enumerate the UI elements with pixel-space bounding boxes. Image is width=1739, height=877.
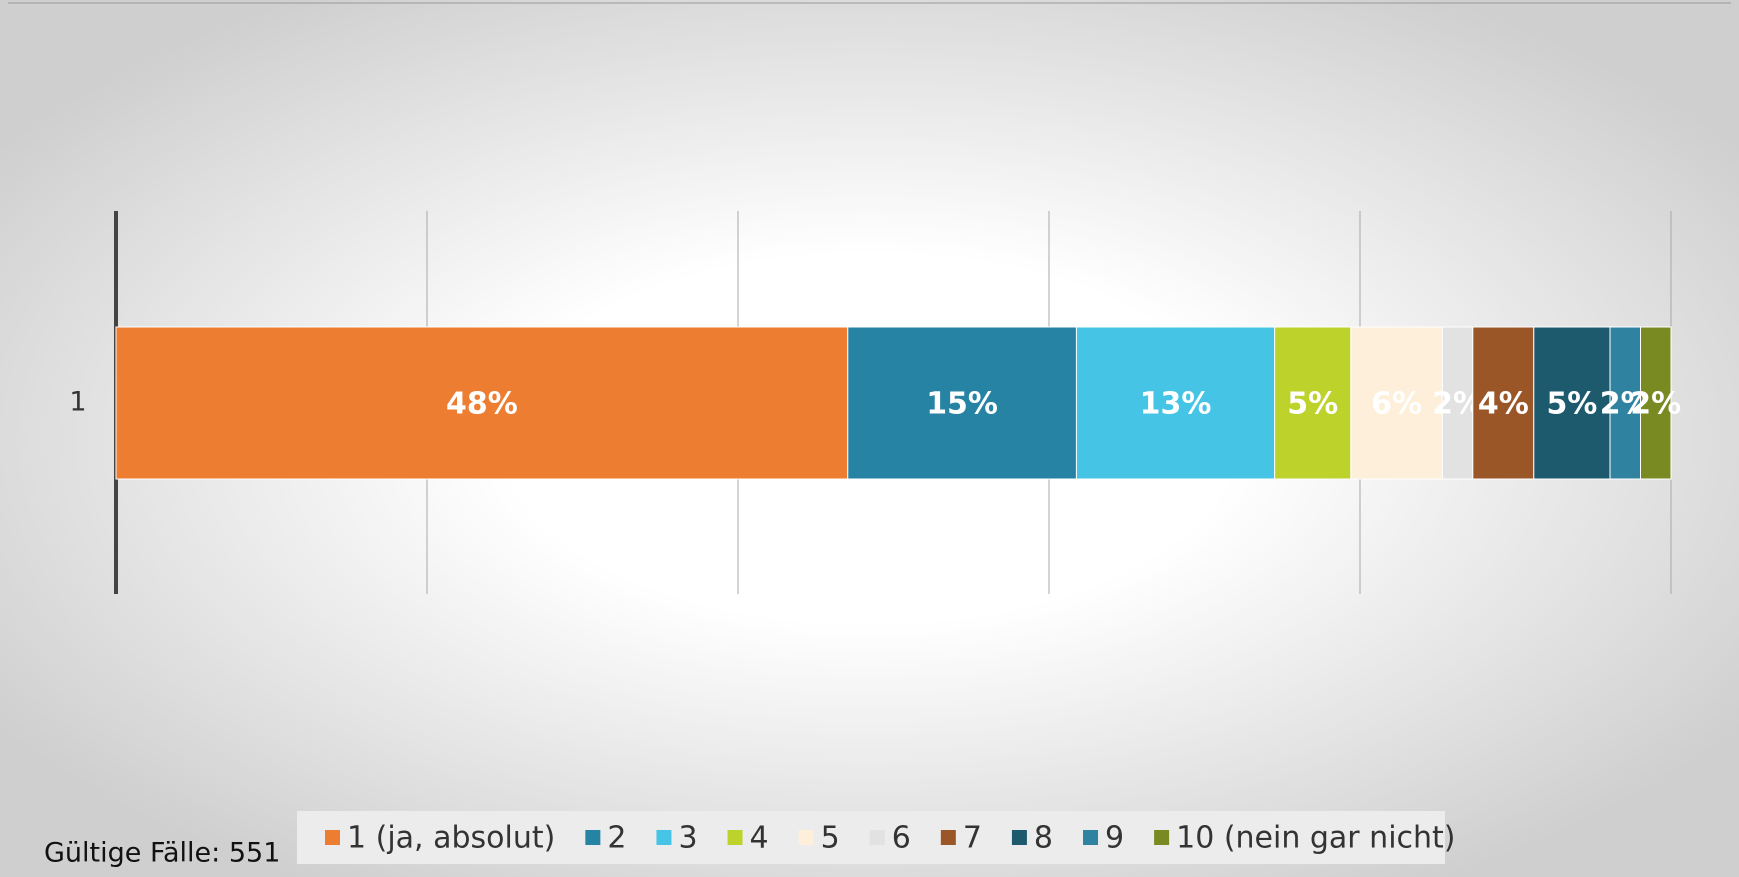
legend-label: 3 (678, 821, 697, 856)
bar-segment (1533, 326, 1611, 480)
data-label: 2% (1630, 387, 1681, 422)
bar-segment (1609, 326, 1642, 480)
legend-swatch (1083, 830, 1099, 845)
legend-label: 2 (607, 821, 626, 856)
legend-label: 9 (1105, 821, 1124, 856)
legend-label: 8 (1034, 821, 1053, 856)
data-label: 5% (1287, 387, 1338, 422)
legend-swatch (940, 830, 956, 845)
legend-swatch (798, 830, 814, 845)
legend-label: 6 (892, 821, 911, 856)
y-tick-label: 1 (69, 387, 86, 418)
legend-swatch (869, 830, 885, 845)
legend-swatch (1011, 830, 1027, 845)
legend-swatch (585, 830, 601, 845)
legend-swatch (1154, 830, 1170, 845)
bar-segment (1441, 326, 1474, 480)
bar-segment (1075, 326, 1276, 480)
legend-label: 7 (963, 821, 982, 856)
legend-label: 5 (821, 821, 840, 856)
bar-segment (1640, 326, 1672, 480)
legend-swatch (656, 830, 672, 845)
bar-segment (1274, 326, 1352, 480)
bar-segment (847, 326, 1077, 480)
legend-label: 10 (nein gar nicht) (1176, 821, 1455, 856)
data-label: 13% (1140, 387, 1212, 422)
data-label: 48% (446, 387, 518, 422)
legend-label: 1 (ja, absolut) (347, 821, 555, 856)
bar-segment (1350, 326, 1443, 480)
bar-segment (115, 326, 849, 480)
bar-segment (1472, 326, 1535, 480)
data-label: 4% (1478, 387, 1529, 422)
data-label: 6% (1371, 387, 1422, 422)
data-label: 15% (926, 387, 998, 422)
data-label: 5% (1546, 387, 1597, 422)
annotation: Gültige Fälle: 551 (44, 838, 280, 869)
legend-swatch (727, 830, 743, 845)
legend-swatch (325, 830, 340, 845)
legend-label: 4 (750, 821, 769, 856)
